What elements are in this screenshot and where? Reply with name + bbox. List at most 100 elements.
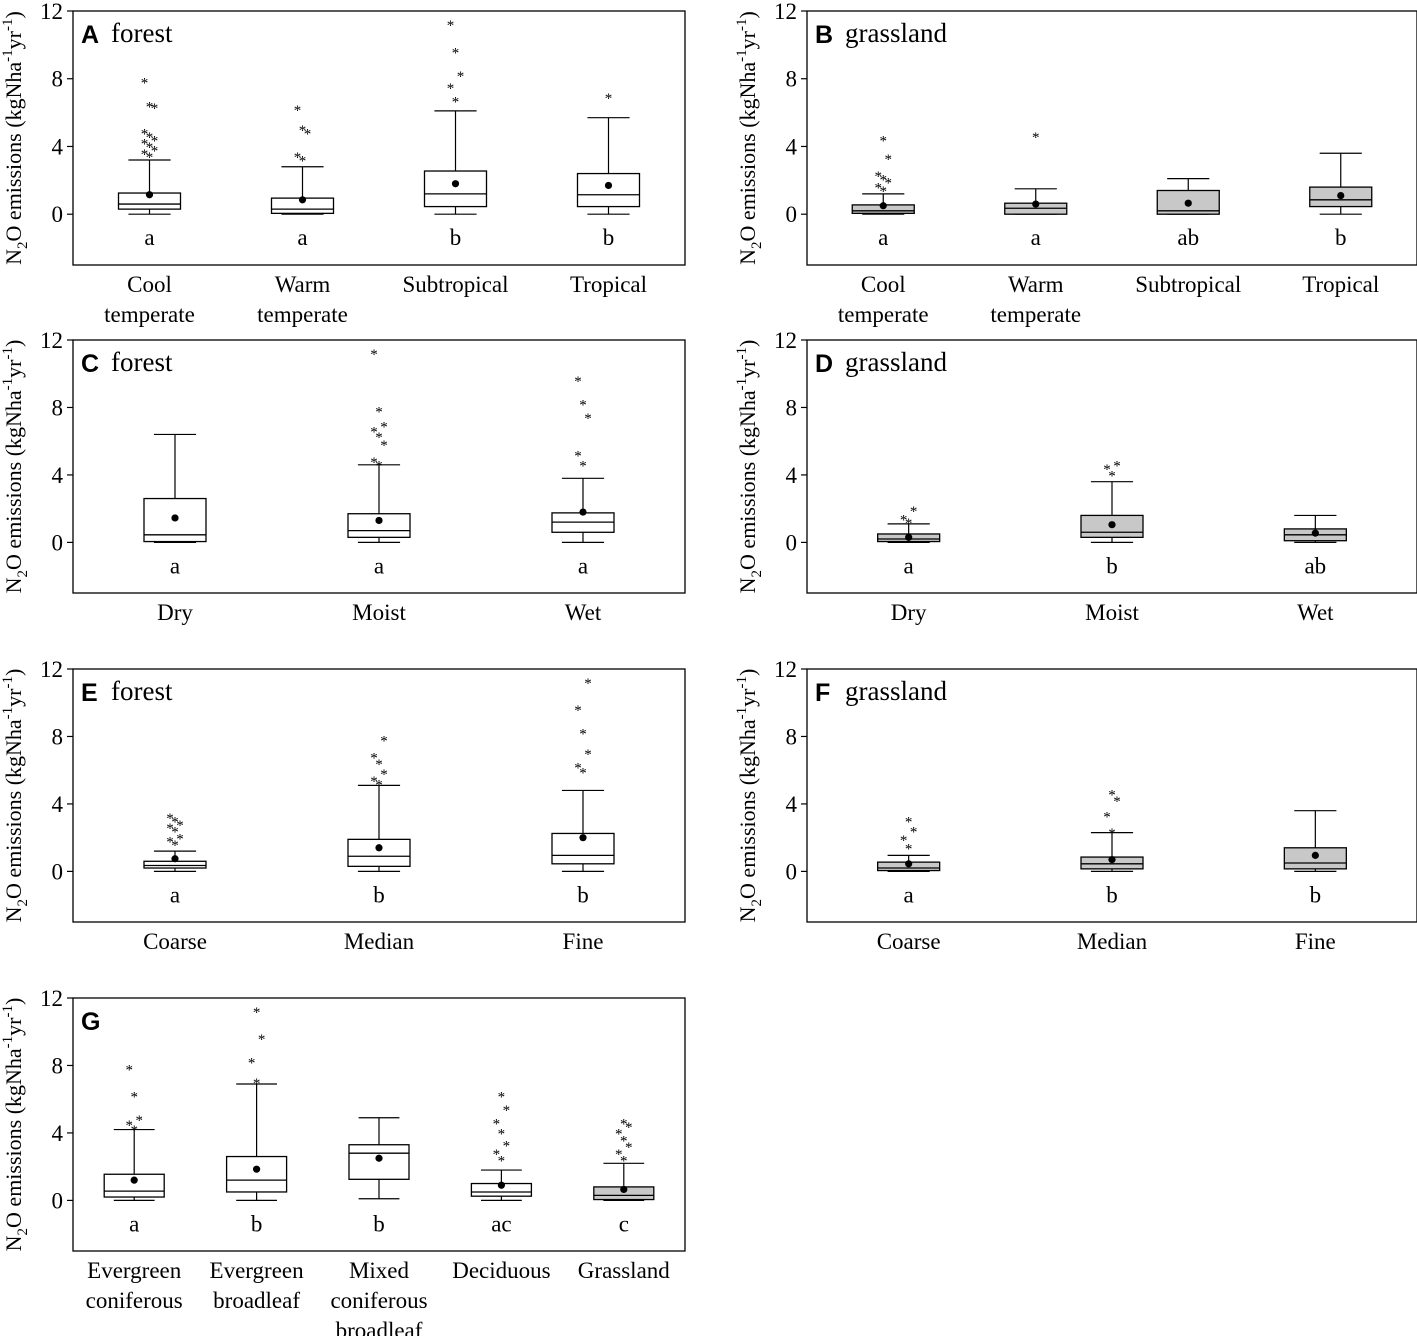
outlier-mark: * [493, 1116, 501, 1132]
x-tick-label: Fine [563, 929, 604, 954]
outlier-mark: * [176, 818, 184, 834]
x-tick-label: Warm [1008, 272, 1064, 297]
outlier-mark: * [910, 504, 918, 520]
panel-letter: G [81, 1008, 100, 1036]
box-iqr [348, 1144, 410, 1180]
outlier-mark: * [253, 1005, 261, 1021]
y-tick-label: 0 [52, 1188, 64, 1213]
box-group-2: ab [1156, 178, 1220, 250]
mean-dot [253, 1165, 261, 1173]
box-group-1: *****a [270, 103, 335, 250]
outlier-mark: * [579, 727, 587, 743]
outlier-mark: * [620, 1133, 628, 1149]
outlier-mark: * [258, 1032, 266, 1048]
outlier-mark: * [498, 1089, 506, 1105]
outlier-mark: * [584, 411, 592, 427]
outlier-mark: * [151, 133, 159, 149]
y-tick-label: 8 [52, 395, 64, 420]
y-axis-label: N2O emissions (kgNha-1yr-1) [0, 669, 31, 923]
x-tick-label: Tropical [570, 272, 647, 297]
panel-letter: F [815, 679, 830, 707]
y-tick-label: 4 [786, 134, 798, 159]
mean-dot [579, 834, 587, 842]
mean-dot [879, 202, 887, 210]
significance-letter: a [144, 225, 154, 250]
y-tick-label: 4 [52, 134, 64, 159]
outlier-mark: * [900, 512, 908, 528]
box-iqr [576, 172, 641, 208]
outlier-mark: * [375, 430, 383, 446]
outlier-mark: * [447, 18, 455, 34]
outlier-mark: * [905, 814, 913, 830]
mean-dot [375, 1154, 383, 1162]
box-group-2: b [1283, 810, 1347, 907]
outlier-mark: * [574, 760, 582, 776]
box-group-2: *****b [423, 18, 488, 250]
mean-dot [171, 514, 179, 522]
significance-letter: b [1335, 225, 1347, 250]
significance-letter: b [450, 225, 462, 250]
box-group-0: ** ***a [103, 1062, 165, 1236]
outlier-mark: * [171, 825, 179, 841]
plot-frame [72, 997, 686, 1252]
outlier-mark: * [905, 841, 913, 857]
box-iqr [225, 1155, 288, 1193]
box-group-3: b [1309, 152, 1373, 250]
significance-letter: b [251, 1211, 263, 1236]
y-tick-label: 4 [786, 792, 798, 817]
x-tick-label: Evergreen [87, 1258, 182, 1283]
significance-letter: ab [1304, 553, 1326, 578]
outlier-mark: * [370, 750, 378, 766]
outlier-mark: * [146, 130, 154, 146]
y-tick-label: 4 [786, 463, 798, 488]
outlier-mark: * [885, 152, 893, 168]
panel-a: 0 4 8 12 N2O emissions (kgNha-1yr-1) A forest *… [0, 0, 686, 327]
outlier-mark: * [166, 811, 174, 827]
panel-b: 0 4 8 12 N2O emissions (kgNha-1yr-1) B grassla… [734, 0, 1417, 327]
outlier-mark: * [380, 733, 388, 749]
y-tick-label: 12 [774, 328, 797, 353]
y-tick-label: 12 [774, 657, 797, 682]
y-tick-label: 8 [52, 1053, 64, 1078]
x-tick-label: Coarse [877, 929, 941, 954]
outlier-mark: * [605, 91, 613, 107]
outlier-mark: * [146, 99, 154, 115]
x-tick-label: Fine [1295, 929, 1336, 954]
panel-letter: A [81, 21, 99, 49]
y-tick-label: 12 [40, 328, 63, 353]
y-tick-label: 8 [52, 67, 64, 92]
outlier-mark: * [248, 1056, 256, 1072]
outlier-mark: * [141, 137, 149, 153]
x-tick-label: Dry [891, 600, 927, 625]
panel-title: grassland [845, 676, 947, 706]
significance-letter: a [129, 1211, 139, 1236]
box-group-0: ** *** ***a [143, 811, 207, 907]
plot-frame [72, 10, 686, 266]
outlier-mark: * [620, 1154, 628, 1170]
outlier-mark: * [503, 1138, 511, 1154]
mean-dot [298, 196, 307, 204]
box-group-2: *****a [551, 374, 615, 578]
x-tick-label: Cool [861, 272, 906, 297]
mean-dot [497, 1181, 505, 1189]
y-tick-label: 8 [786, 724, 798, 749]
outlier-mark: * [579, 766, 587, 782]
x-tick-label: coniferous [330, 1288, 427, 1313]
panel-title: grassland [845, 18, 947, 48]
outlier-mark: * [457, 69, 465, 85]
outlier-mark: * [880, 184, 888, 200]
outlier-mark: * [370, 455, 378, 471]
outlier-mark: * [146, 150, 154, 166]
y-axis-label: N2O emissions (kgNha-1yr-1) [734, 669, 765, 923]
panel-letter: D [815, 350, 833, 378]
box-group-1: ** * b [1080, 458, 1144, 578]
outlier-mark: * [130, 1123, 138, 1139]
significance-letter: a [904, 882, 914, 907]
outlier-mark: * [452, 45, 460, 61]
outlier-mark: * [447, 81, 455, 97]
x-tick-label: Wet [1297, 600, 1334, 625]
y-tick-label: 0 [52, 530, 64, 555]
outlier-mark: * [493, 1147, 501, 1163]
plot-frame [806, 339, 1417, 594]
